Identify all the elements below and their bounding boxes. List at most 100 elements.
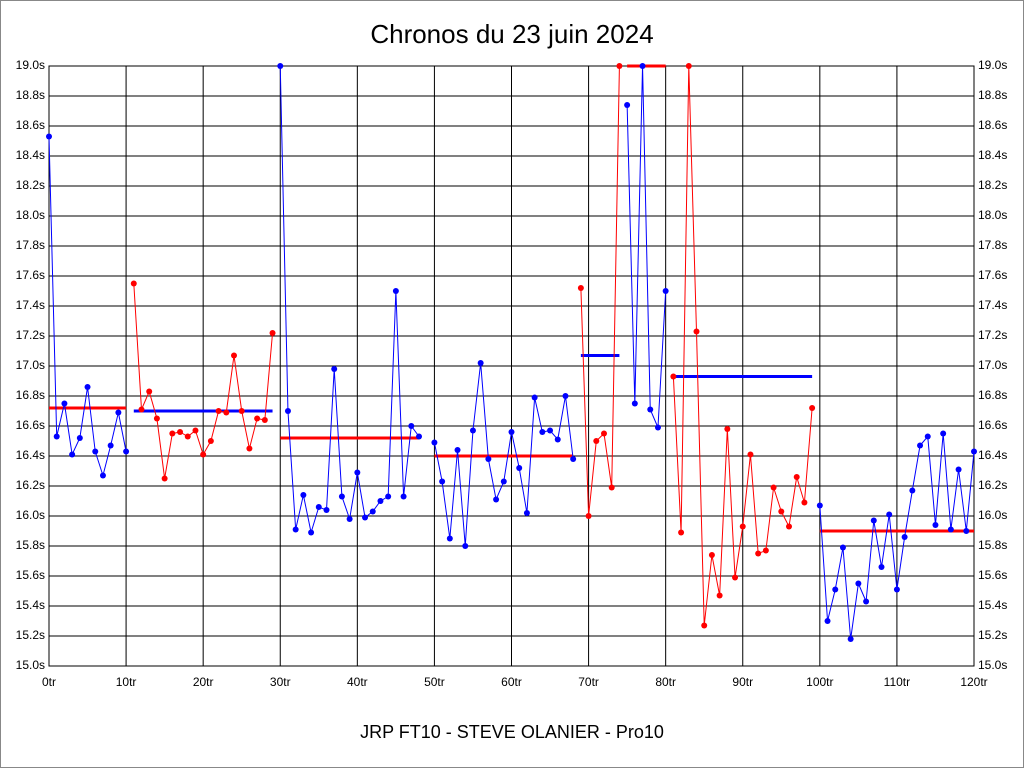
x-tick-label: 30tr (270, 675, 291, 689)
lap-point (500, 478, 507, 485)
y-tick-label: 15.8s (16, 538, 45, 552)
lap-point (377, 498, 384, 504)
y2-tick-label: 18.8s (978, 88, 1007, 102)
y-tick-label: 19.0s (16, 58, 45, 72)
lap-point (362, 514, 369, 521)
lap-point (793, 474, 800, 480)
lap-point (786, 523, 792, 530)
lap-point (177, 429, 184, 435)
lap-point (539, 429, 546, 435)
y-tick-label: 16.8s (16, 388, 45, 402)
lap-point (338, 493, 345, 500)
lap-point (46, 133, 52, 140)
lap-point (485, 456, 492, 462)
lap-point (169, 430, 176, 437)
y-tick-label: 18.0s (16, 208, 45, 222)
lap-point (223, 409, 230, 416)
y2-tick-label: 17.4s (978, 298, 1007, 312)
x-tick-label: 120tr (960, 675, 987, 689)
lap-point (130, 280, 137, 287)
lap-point (739, 523, 746, 530)
y-tick-label: 18.6s (16, 118, 45, 132)
lap-point (523, 510, 530, 516)
x-tick-label: 20tr (193, 675, 214, 689)
y2-tick-label: 18.2s (978, 178, 1007, 192)
y-tick-label: 16.6s (16, 418, 45, 432)
lap-point (855, 580, 862, 587)
lap-point (732, 574, 739, 581)
lap-point (847, 636, 854, 642)
chart-title: Chronos du 23 juin 2024 (370, 19, 653, 49)
y2-tick-label: 16.8s (978, 388, 1007, 402)
y-tick-label: 17.8s (16, 238, 45, 252)
lap-point (971, 448, 977, 455)
y-tick-label: 18.4s (16, 148, 45, 162)
lap-point (801, 499, 808, 506)
lap-point (631, 400, 638, 407)
lap-point (585, 513, 592, 519)
lap-point (693, 328, 700, 335)
lap-point (454, 447, 461, 453)
lap-point (300, 492, 307, 498)
y-tick-label: 15.6s (16, 568, 45, 582)
lap-point (84, 384, 91, 390)
lap-point (685, 63, 692, 69)
lap-point (547, 427, 554, 434)
lap-point (678, 529, 685, 536)
lap-point (261, 417, 268, 423)
x-tick-label: 60tr (501, 675, 522, 689)
lap-point (708, 552, 715, 558)
lap-point (909, 487, 916, 494)
lap-point (354, 469, 361, 476)
lap-point (863, 598, 870, 605)
lap-point (207, 438, 214, 444)
x-tick-label: 40tr (347, 675, 368, 689)
x-tick-label: 70tr (578, 675, 599, 689)
y2-tick-label: 17.0s (978, 358, 1007, 372)
lap-point (323, 507, 330, 513)
lap-point (940, 430, 947, 437)
lap-line (580, 65, 620, 517)
lap-point (231, 352, 237, 359)
lap-point (955, 466, 962, 473)
y-tick-label: 16.4s (16, 448, 45, 462)
plot-frame (48, 65, 975, 667)
y2-tick-label: 15.0s (978, 658, 1007, 672)
lap-point (755, 550, 762, 557)
y-tick-label: 16.0s (16, 508, 45, 522)
lap-point (593, 438, 600, 444)
lap-point (277, 63, 284, 69)
lap-point (215, 408, 222, 414)
lap-point (392, 288, 399, 294)
lap-point (816, 502, 823, 509)
y2-tick-label: 15.8s (978, 538, 1007, 552)
lap-point (369, 508, 376, 515)
y2-tick-label: 19.0s (978, 58, 1007, 72)
lap-point (123, 448, 130, 455)
lap-point (654, 424, 661, 431)
lap-point (947, 526, 954, 533)
y-tick-label: 17.0s (16, 358, 45, 372)
y-tick-label: 15.2s (16, 628, 45, 642)
lap-point (662, 288, 669, 294)
lap-point (639, 63, 646, 69)
lap-point (292, 526, 299, 533)
lap-point (53, 433, 60, 440)
lap-point (601, 430, 607, 437)
x-axis-label: JRP FT10 - STEVE OLANIER - Pro10 (360, 722, 664, 742)
lap-point (308, 529, 315, 536)
lap-point (469, 427, 476, 434)
lap-point (577, 285, 584, 291)
y2-tick-label: 18.4s (978, 148, 1007, 162)
lap-point (61, 400, 68, 407)
lap-point (99, 472, 106, 479)
y2-tick-label: 17.8s (978, 238, 1007, 252)
lap-point (724, 426, 731, 432)
lap-point (416, 433, 422, 440)
lap-point (138, 406, 145, 413)
lap-point (385, 493, 392, 500)
y-tick-label: 16.2s (16, 478, 45, 492)
lap-point (932, 522, 939, 528)
lap-point (92, 448, 99, 455)
lap-point (331, 366, 338, 372)
